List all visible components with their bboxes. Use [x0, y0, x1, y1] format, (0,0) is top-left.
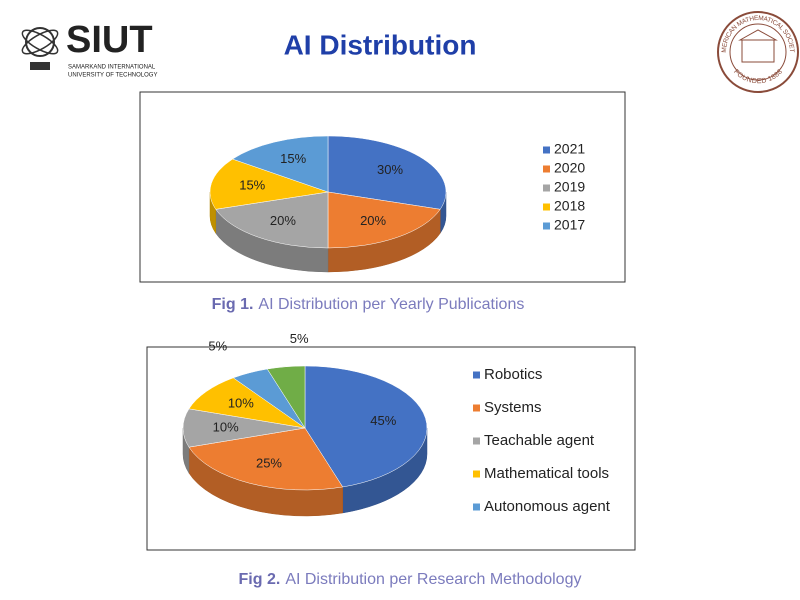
legend-marker: [473, 437, 480, 445]
data-label: 5%: [208, 338, 227, 353]
pie-slice: [215, 191, 329, 249]
legend-marker: [473, 503, 480, 511]
pie-slice: [188, 427, 344, 491]
legend-label: 2018: [554, 198, 585, 214]
legend-label: Autonomous agent: [484, 498, 611, 515]
legend-label: Mathematical tools: [484, 465, 609, 482]
pie-slice: [304, 365, 428, 488]
data-label: 30%: [377, 162, 403, 177]
legend-marker: [543, 184, 550, 192]
logo-title: SIUT: [66, 19, 153, 61]
data-label: 15%: [280, 151, 306, 166]
legend-marker: [473, 371, 480, 379]
pie-slice: [231, 135, 329, 193]
slide-title: AI Distribution: [284, 29, 477, 60]
legend-marker: [473, 404, 480, 412]
pie-slice: [209, 158, 329, 210]
caption-text: AI Distribution per Yearly Publications: [258, 296, 524, 313]
caption-label: Fig 1.: [212, 296, 254, 313]
data-label: 10%: [228, 396, 254, 411]
pie-slice: [327, 135, 447, 210]
pie-slice: [327, 191, 441, 249]
legend-marker: [473, 470, 480, 478]
data-label: 25%: [256, 455, 282, 470]
logo-subtitle: UNIVERSITY OF TECHNOLOGY: [68, 73, 157, 79]
caption-text: AI Distribution per Research Methodology: [285, 571, 581, 588]
data-label: 5%: [290, 331, 309, 346]
seal-text: FOUNDED 1888: [732, 68, 784, 85]
data-label: 20%: [360, 213, 386, 228]
data-label: 45%: [370, 413, 396, 428]
pie-slice: [266, 365, 306, 429]
legend-marker: [543, 146, 550, 154]
legend-label: 2021: [554, 141, 585, 157]
caption: Fig 2. AI Distribution per Research Metho…: [239, 571, 582, 588]
legend-label: Teachable agent: [484, 432, 595, 449]
data-label: 10%: [213, 419, 239, 434]
caption-label: Fig 2.: [239, 571, 281, 588]
legend-label: Robotics: [484, 366, 542, 383]
pie-slice: [188, 377, 306, 429]
logo-subtitle: SAMARKAND INTERNATIONAL: [68, 65, 156, 71]
legend-label: 2017: [554, 217, 585, 233]
data-label: 20%: [270, 213, 296, 228]
caption: Fig 1. AI Distribution per Yearly Publica…: [212, 296, 525, 313]
legend-marker: [543, 222, 550, 230]
data-label: 15%: [239, 178, 265, 193]
legend-label: Systems: [484, 399, 542, 416]
seal-text: FOUNDED 1888: [732, 68, 784, 85]
legend-marker: [543, 203, 550, 211]
legend-label: 2019: [554, 179, 585, 195]
pie-slice: [182, 408, 306, 448]
legend-label: 2020: [554, 160, 585, 176]
legend-marker: [543, 165, 550, 173]
logo: SIUT SAMARKAND INTERNATIONAL UNIVERSITY …: [21, 19, 157, 79]
